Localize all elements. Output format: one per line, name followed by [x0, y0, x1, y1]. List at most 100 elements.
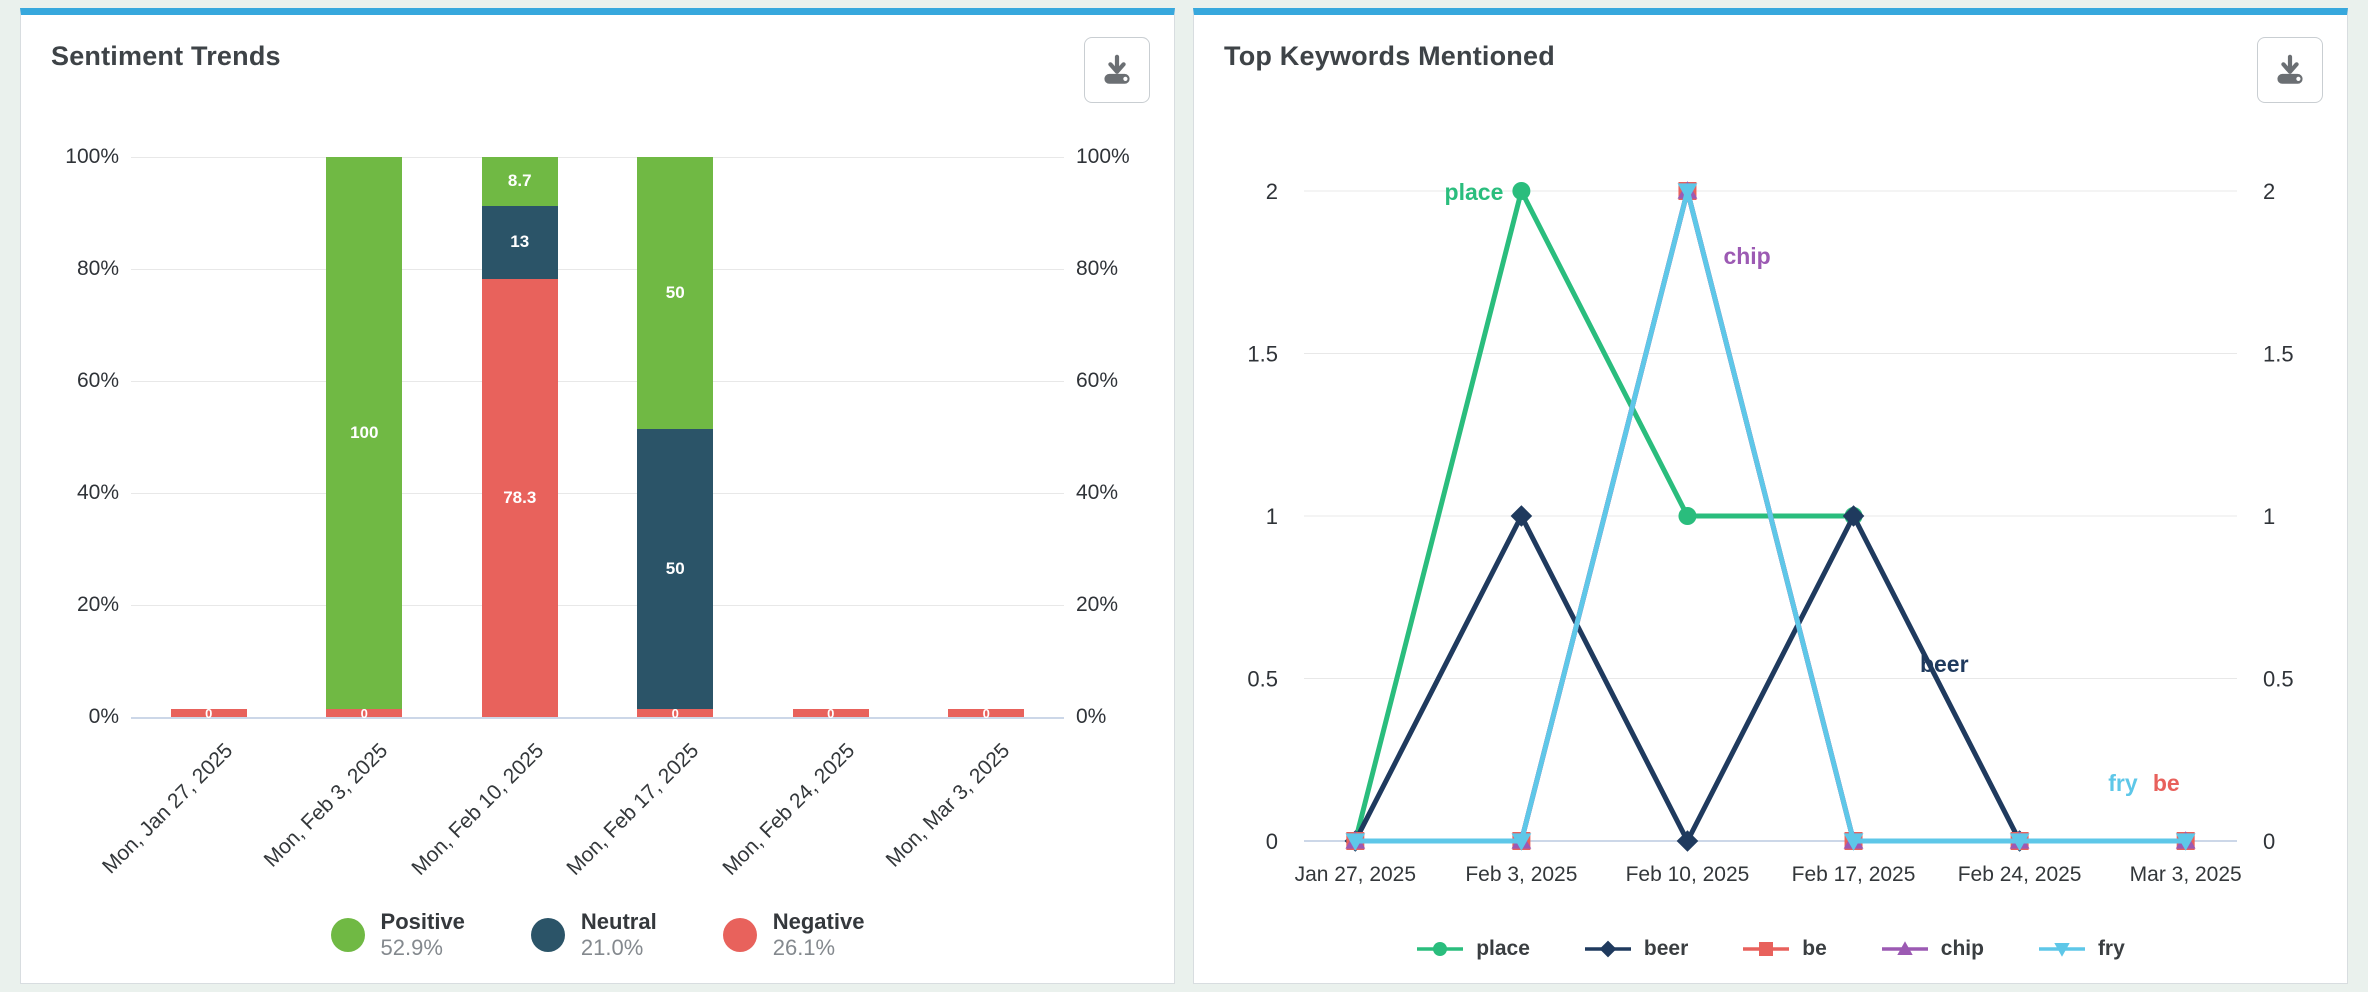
- sentiment-panel-header: Sentiment Trends: [21, 15, 1174, 101]
- y-axis-tick-label: 0: [1266, 829, 1278, 854]
- y-axis-tick-label: 0%: [1076, 705, 1107, 728]
- x-axis-tick-label: Feb 17, 2025: [1792, 863, 1916, 886]
- legend-item-fry[interactable]: fry: [2038, 937, 2125, 961]
- legend-label: fry: [2097, 937, 2125, 960]
- bar-value-label: 0: [205, 705, 213, 721]
- y-axis-tick-label: 1.5: [1247, 342, 1278, 367]
- y-axis-tick-label: 0.5: [1247, 667, 1278, 692]
- bar-segment-neutral[interactable]: 50: [637, 429, 714, 709]
- page-title: Top Keywords Mentioned: [1224, 41, 1555, 71]
- series-fry: [1345, 183, 2196, 851]
- y-axis-tick-label: 60%: [76, 369, 119, 392]
- legend-swatch-negative: [722, 918, 757, 952]
- legend-share: 26.1%: [772, 935, 836, 960]
- legend-item-beer[interactable]: beer: [1584, 937, 1688, 961]
- legend-glyph-chip: [1881, 941, 1928, 955]
- bar-segment-positive[interactable]: 8.7: [481, 157, 558, 206]
- bar-value-label: 0: [671, 705, 679, 721]
- marker-beer-2: [1676, 830, 1699, 852]
- legend-item-neutral[interactable]: Neutral 21.0%: [530, 909, 657, 961]
- y-axis-tick-label: 80%: [1076, 257, 1119, 280]
- legend-share: 21.0%: [580, 935, 644, 960]
- y-axis-tick-label: 0.5: [2263, 667, 2294, 692]
- legend-glyph-place: [1417, 942, 1464, 956]
- series-label-place: place: [1445, 179, 1504, 205]
- bar-segment-positive[interactable]: 100: [326, 157, 403, 709]
- sentiment-trends-panel: Sentiment Trends 0% 0% 20% 20% 40% 40% 60% 60% 8…: [20, 8, 1175, 984]
- bar-value-label: 0: [982, 705, 990, 721]
- series-label-chip: chip: [1723, 243, 1770, 269]
- legend-text: Neutral 21.0%: [581, 909, 657, 961]
- legend-item-negative[interactable]: Negative 26.1%: [722, 909, 865, 961]
- y-axis-tick-label: 100%: [1076, 145, 1130, 168]
- y-axis-tick-label: 2: [2263, 179, 2275, 204]
- y-axis-tick-label: 20%: [1076, 593, 1119, 616]
- legend-item-be[interactable]: be: [1742, 937, 1827, 961]
- bar-segment-negative[interactable]: 0: [637, 706, 714, 721]
- bar-value-label: 0: [360, 705, 368, 721]
- y-axis-tick-label: 1: [2263, 504, 2275, 529]
- bar-segment-negative[interactable]: 0: [326, 706, 403, 721]
- keywords-panel-header: Top Keywords Mentioned: [1194, 15, 2347, 101]
- x-axis-tick-label: Feb 10, 2025: [1626, 863, 1750, 886]
- top-keywords-panel: Top Keywords Mentioned 0 0 0.5 0.5 1 1 1.5 1.5 2…: [1193, 8, 2348, 984]
- download-button[interactable]: [2257, 37, 2323, 103]
- y-axis-tick-label: 40%: [76, 481, 119, 504]
- bar-segment-negative[interactable]: 0: [948, 706, 1025, 721]
- bar-value-label: 50: [665, 283, 685, 302]
- legend-label: place: [1476, 937, 1530, 960]
- keywords-line-svg: 0 0 0.5 0.5 1 1 1.5 1.5 2 2 Jan 27, 2025 Feb 3, 202…: [1247, 179, 2294, 886]
- legend-item-positive[interactable]: Positive 52.9%: [330, 909, 465, 961]
- legend-marker-chip: [1897, 941, 1913, 955]
- legend-item-place[interactable]: place: [1416, 937, 1530, 961]
- legend-glyph-fry: [2038, 943, 2085, 957]
- legend-label: Negative: [772, 909, 865, 934]
- y-axis-tick-label: 40%: [1076, 481, 1119, 504]
- series-line-fry: [1352, 188, 2189, 844]
- legend-marker-place: [1433, 942, 1448, 956]
- series-label-be: be: [2153, 770, 2180, 796]
- bar-segment-negative[interactable]: 0: [792, 706, 869, 721]
- y-axis-tick-label: 80%: [76, 257, 119, 280]
- y-axis-tick-label: 20%: [76, 593, 119, 616]
- bar-segment-positive[interactable]: 50: [637, 157, 714, 429]
- sentiment-trends-chart: 0% 0% 20% 20% 40% 40% 60% 60% 80% 80% 100% 100% 0 Mon…: [47, 141, 1148, 927]
- legend-label: beer: [1643, 937, 1689, 960]
- y-axis-tick-label: 2: [1266, 179, 1278, 204]
- marker-place-1: [1512, 182, 1531, 200]
- y-axis-tick-label: 1: [1266, 504, 1278, 529]
- marker-fry-2: [1677, 183, 1698, 201]
- marker-fry-5: [2175, 833, 2196, 851]
- download-button[interactable]: [1084, 37, 1150, 103]
- gridline: [131, 269, 1064, 270]
- legend-swatch-neutral: [530, 918, 565, 952]
- x-axis-tick-label: Jan 27, 2025: [1295, 863, 1416, 886]
- series-label-fry: fry: [2108, 770, 2138, 796]
- y-axis-tick-label: 0: [2263, 829, 2275, 854]
- bar-value-label: 50: [665, 559, 685, 578]
- legend-item-chip[interactable]: chip: [1881, 937, 1984, 961]
- marker-place-2: [1678, 507, 1697, 525]
- bar-value-label: 13: [510, 232, 530, 252]
- gridline: [131, 493, 1064, 494]
- page-title: Sentiment Trends: [51, 41, 281, 71]
- sentiment-legend: Positive 52.9% Neutral 21.0% Negative 26.1%: [21, 909, 1174, 961]
- legend-glyph-beer: [1584, 940, 1631, 958]
- bar-segment-negative[interactable]: 0: [170, 706, 247, 721]
- legend-marker-fry: [2054, 943, 2070, 957]
- x-axis-line: [131, 717, 1064, 719]
- legend-share: 52.9%: [380, 935, 443, 960]
- legend-swatch-positive: [330, 918, 365, 952]
- series-label-beer: beer: [1920, 651, 1969, 677]
- y-axis-tick-label: 60%: [1076, 369, 1119, 392]
- legend-text: Negative 26.1%: [773, 909, 865, 961]
- top-keywords-chart: 0 0 0.5 0.5 1 1 1.5 1.5 2 2 Jan 27, 2025 Feb 3, 202…: [1220, 151, 2321, 911]
- bar-segment-neutral[interactable]: 13: [481, 205, 558, 279]
- gridline: [131, 381, 1064, 382]
- bar-segment-negative[interactable]: 78.3: [481, 278, 558, 717]
- marker-fry-4: [2009, 833, 2030, 851]
- bar-value-label: 78.3: [503, 487, 537, 507]
- marker-fry-3: [1843, 833, 1864, 851]
- bar-value-label: 8.7: [507, 171, 532, 191]
